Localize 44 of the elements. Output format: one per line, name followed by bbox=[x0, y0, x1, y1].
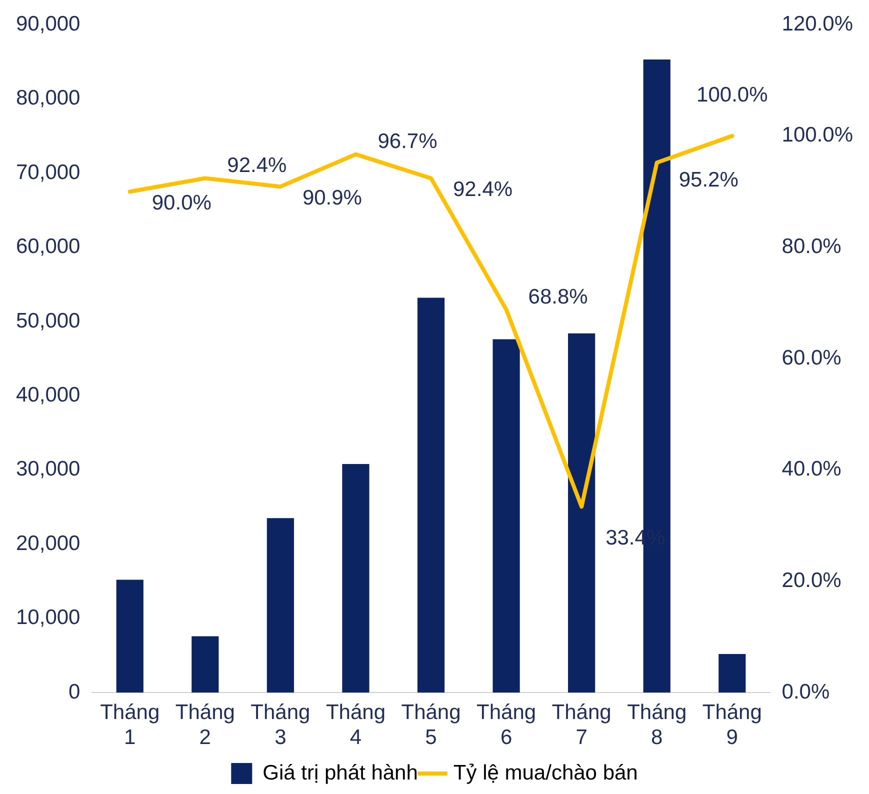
bar bbox=[718, 654, 746, 693]
x-tick-label: Tháng 8 bbox=[627, 700, 687, 750]
y-tick-label: 70,000 bbox=[16, 160, 80, 184]
x-tick-label: Tháng 7 bbox=[552, 700, 612, 750]
y2-tick-label: 80.0% bbox=[782, 235, 842, 258]
y-tick-label: 10,000 bbox=[16, 606, 80, 630]
y-tick-label: 90,000 bbox=[16, 12, 80, 36]
x-tick-label: Tháng 6 bbox=[476, 700, 536, 750]
data-label: 100.0% bbox=[696, 84, 768, 107]
bar bbox=[492, 339, 520, 693]
y2-tick-label: 100.0% bbox=[782, 124, 854, 147]
legend-label: Giá trị phát hành bbox=[262, 761, 418, 784]
data-label: 90.9% bbox=[302, 186, 362, 210]
y-tick-label: 20,000 bbox=[16, 532, 80, 555]
y2-tick-label: 60.0% bbox=[782, 346, 842, 370]
x-tick-label: Tháng 1 bbox=[100, 700, 160, 750]
y-tick-label: 0 bbox=[68, 680, 80, 704]
y-tick-label: 40,000 bbox=[16, 384, 80, 407]
data-label: 68.8% bbox=[528, 285, 588, 308]
y-tick-label: 30,000 bbox=[16, 458, 80, 481]
y2-tick-label: 0.0% bbox=[782, 680, 830, 704]
data-label: 92.4% bbox=[453, 178, 513, 202]
x-tick-label: Tháng 5 bbox=[401, 700, 461, 750]
legend-label: Tỷ lệ mua/chào bán bbox=[453, 761, 638, 784]
data-label: 90.0% bbox=[152, 191, 212, 214]
bar bbox=[266, 518, 294, 693]
bar bbox=[192, 636, 219, 693]
y2-tick-label: 40.0% bbox=[782, 458, 842, 481]
x-tick-label: Tháng 4 bbox=[326, 700, 386, 750]
bar bbox=[116, 580, 144, 693]
bar bbox=[342, 464, 370, 693]
bar bbox=[568, 333, 596, 693]
x-tick-label: Tháng 9 bbox=[702, 700, 762, 750]
y-tick-label: 60,000 bbox=[16, 235, 80, 258]
data-label: 92.4% bbox=[227, 154, 287, 178]
y2-tick-label: 120.0% bbox=[782, 12, 854, 36]
data-label: 96.7% bbox=[378, 130, 438, 154]
x-tick-label: Tháng 3 bbox=[250, 700, 310, 750]
bar bbox=[417, 298, 445, 693]
y-tick-label: 80,000 bbox=[16, 86, 80, 110]
y-tick-label: 50,000 bbox=[16, 309, 80, 332]
y2-tick-label: 20.0% bbox=[782, 569, 842, 592]
x-tick-label: Tháng 2 bbox=[175, 700, 235, 750]
data-label: 95.2% bbox=[678, 168, 738, 192]
